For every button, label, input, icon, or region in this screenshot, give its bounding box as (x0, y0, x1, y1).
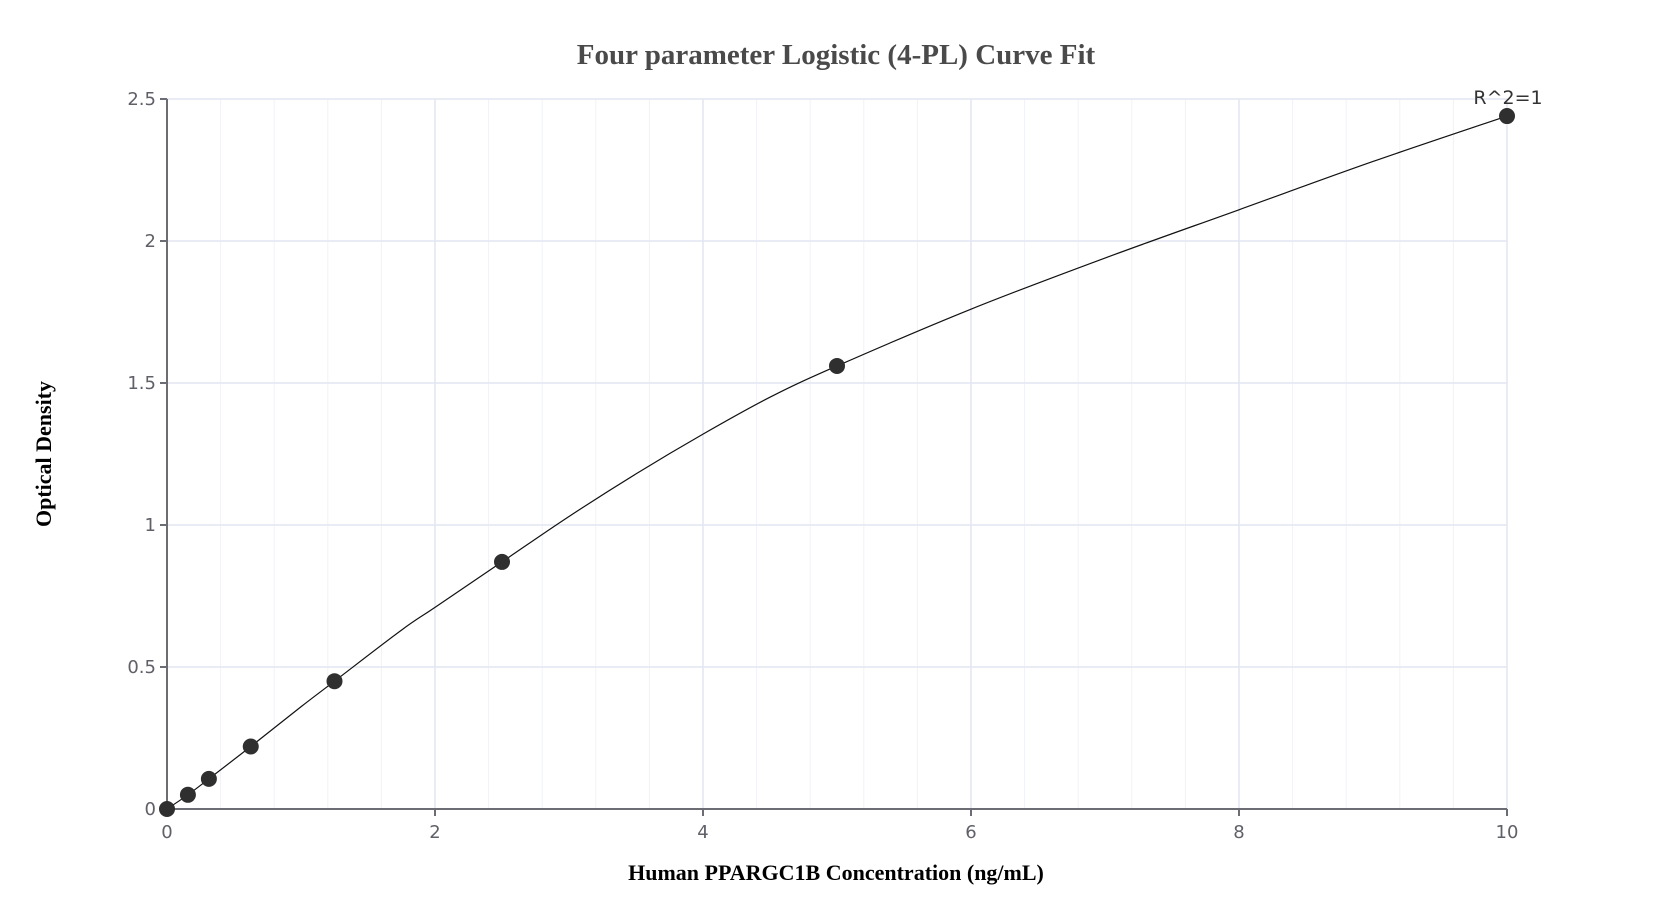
data-points (159, 108, 1515, 817)
data-point (1499, 108, 1515, 125)
chart-title: Four parameter Logistic (4-PL) Curve Fit (577, 39, 1096, 71)
data-point (200, 770, 217, 787)
data-point (829, 357, 845, 374)
x-tick-label: 6 (965, 822, 976, 843)
data-point (242, 738, 259, 755)
axis-ticks (160, 98, 1508, 816)
data-point (159, 801, 175, 817)
y-tick-label: 1 (145, 515, 156, 536)
y-axis-title: Optical Density (31, 381, 56, 527)
x-axis-title: Human PPARGC1B Concentration (ng/mL) (628, 860, 1044, 885)
x-tick-label: 0 (161, 822, 172, 843)
r-squared-annotation: R^2=1 (1473, 87, 1542, 109)
x-tick-label: 4 (697, 822, 708, 843)
y-tick-label: 0 (145, 799, 156, 820)
data-point (179, 786, 196, 803)
y-tick-label: 0.5 (127, 657, 156, 678)
data-point (326, 673, 343, 690)
x-tick-label: 2 (429, 822, 440, 843)
x-tick-label: 8 (1233, 822, 1244, 843)
y-tick-label: 1.5 (127, 373, 156, 394)
minor-gridlines (220, 99, 1454, 809)
fit-curve (166, 115, 1508, 810)
major-gridlines (167, 98, 1508, 809)
data-point (494, 553, 510, 570)
y-tick-label: 2 (145, 231, 156, 252)
tick-labels: 0 2 4 6 8 10 0 0.5 1 1.5 2 2.5 (127, 89, 1518, 843)
x-tick-label: 10 (1496, 822, 1519, 843)
y-tick-label: 2.5 (127, 89, 156, 110)
